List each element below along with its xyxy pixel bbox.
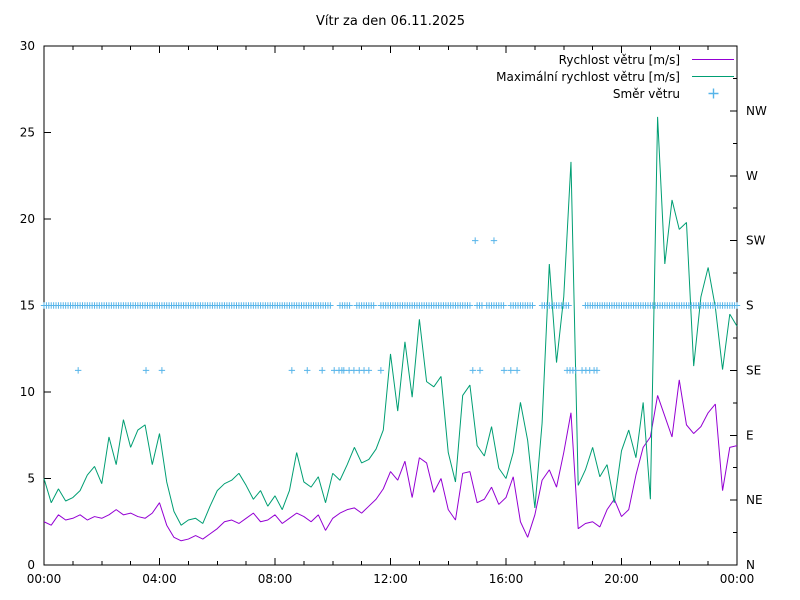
wind-direction-marker [365,367,373,374]
y-right-tick-label: S [746,299,754,313]
wind-direction-marker [158,367,166,374]
wind-direction-marker [529,302,536,309]
y-right-tick-label: NE [746,493,763,507]
wind-direction-marker [565,302,572,309]
x-tick-label: 20:00 [604,572,639,586]
plus-icon [708,88,718,99]
wind-direction-marker [142,367,150,374]
legend-item-avg-speed: Rychlost větru [m/s] [496,51,734,68]
legend-item-label: Maximální rychlost větru [m/s] [496,69,680,84]
wind-direction-marker [377,367,385,374]
y-left-tick-label: 0 [27,558,35,572]
wind-direction-marker [288,367,296,374]
legend-line-sample-max-speed [692,76,734,77]
wind-direction-marker [733,302,741,309]
y-left-tick-label: 5 [27,472,35,486]
x-tick-label: 16:00 [489,572,524,586]
wind-direction-marker [346,302,353,309]
y-right-tick-label: N [746,558,755,572]
wind-direction-marker [472,237,479,244]
legend-item-wind-direction: Směr větru [496,85,734,102]
wind-direction-marker [304,367,311,374]
series-avg-speed-line [43,379,738,542]
wind-direction-marker [466,302,474,309]
wind-direction-marker [318,367,326,374]
x-tick-label: 00:00 [27,572,62,586]
y-right-tick-label: SW [746,234,766,248]
y-left-tick-label: 10 [20,385,35,399]
legend-line-sample-avg-speed [692,59,734,60]
wind-direction-marker [476,367,484,374]
legend-item-max-speed: Maximální rychlost větru [m/s] [496,68,734,85]
wind-direction-marker [500,367,508,374]
x-tick-label: 00:00 [720,572,755,586]
y-left-tick-label: 15 [20,299,35,313]
y-right-tick-label: W [746,169,758,183]
legend-plus-sample-wind-direction [692,87,734,100]
wind-direction-marker [593,367,601,374]
x-tick-label: 04:00 [142,572,177,586]
legend-item-label: Směr větru [612,86,680,101]
x-tick-label: 12:00 [373,572,408,586]
y-left-tick-label: 20 [20,212,35,226]
y-right-tick-label: SE [746,363,761,377]
legend: Rychlost větru [m/s] Maximální rychlost … [496,51,734,102]
legend-item-label: Rychlost větru [m/s] [558,52,680,67]
wind-direction-marker [490,237,498,244]
wind-direction-marker [370,302,377,309]
wind-direction-marker [513,367,521,374]
wind-direction-marker [74,367,82,374]
series-max-speed-line [43,116,738,526]
chart-title: Vítr za den 06.11.2025 [315,14,466,29]
wind-direction-marker [500,302,507,309]
wind-direction-marker [469,367,476,374]
y-right-tick-label: NW [746,104,767,118]
x-tick-label: 08:00 [258,572,293,586]
wind-direction-marker [507,367,515,374]
y-right-tick-label: E [746,428,754,442]
wind-direction-marker [572,367,579,374]
y-left-tick-label: 25 [20,126,35,140]
y-left-tick-label: 30 [20,39,35,53]
wind-direction-marker [327,302,334,309]
